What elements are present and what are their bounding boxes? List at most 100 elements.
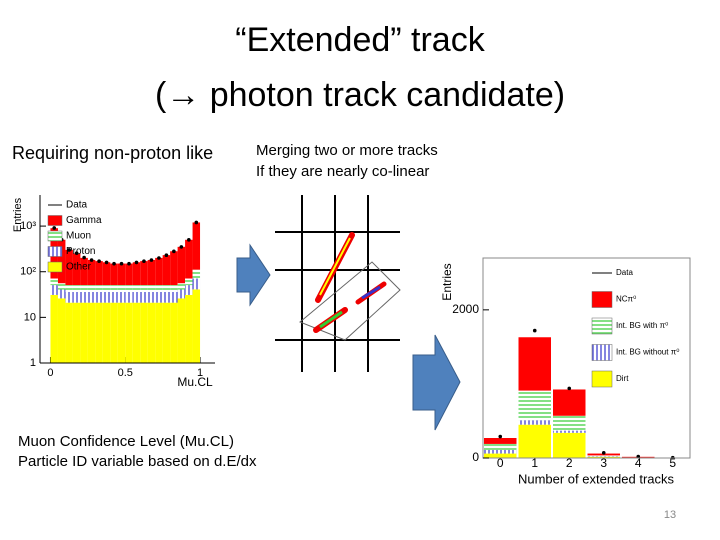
data-point xyxy=(157,256,161,260)
data-point xyxy=(112,261,116,266)
data-point xyxy=(104,260,109,265)
bar-segment xyxy=(553,432,586,458)
plot-frame xyxy=(482,257,691,459)
bar-segment xyxy=(117,291,126,303)
arrow xyxy=(412,334,461,431)
caption: Muon Confidence Level (Mu.CL) xyxy=(18,433,234,450)
legend-symbol xyxy=(47,215,63,226)
legend-label: Data xyxy=(66,200,88,211)
bar-segment xyxy=(155,257,163,286)
bar-segment xyxy=(155,285,163,292)
y-axis-label: Entries xyxy=(440,263,454,300)
page-number: 13 xyxy=(664,509,676,521)
bar-segment xyxy=(155,291,163,303)
data-point xyxy=(194,220,199,225)
bar-segment xyxy=(162,255,171,286)
bar-segment xyxy=(553,415,586,431)
bar-segment xyxy=(95,302,103,363)
bar-segment xyxy=(72,302,81,363)
x-tick-label: 3 xyxy=(600,456,607,470)
bar-segment xyxy=(192,222,201,270)
bar-segment xyxy=(95,291,103,303)
x-tick-label: 0 xyxy=(47,367,53,379)
caption: Requiring non-proton like xyxy=(12,143,213,163)
bar-segment xyxy=(102,285,111,292)
bar-segment xyxy=(102,302,111,363)
legend-symbol xyxy=(47,230,63,242)
caption: Particle ID variable based on d.E/dx xyxy=(18,453,257,470)
bar-segment xyxy=(132,291,141,303)
bar-segment xyxy=(57,239,66,284)
bar-segment xyxy=(147,259,156,286)
bar-segment xyxy=(587,455,620,457)
bar-segment xyxy=(117,302,126,363)
legend-symbol xyxy=(591,370,613,388)
bar-segment xyxy=(518,390,551,421)
caption: If they are nearly co-linear xyxy=(256,163,429,180)
y-tick-label: 10 xyxy=(24,311,36,323)
bar-segment xyxy=(87,302,96,363)
y-tick-label: 10² xyxy=(20,266,36,278)
bar-segment xyxy=(65,302,73,363)
data-point xyxy=(164,253,169,258)
legend-label: Muon xyxy=(66,231,91,242)
bar-segment xyxy=(72,253,81,286)
legend-label: Int. BG without π⁰ xyxy=(616,348,679,357)
legend-symbol xyxy=(591,344,613,361)
bar-segment xyxy=(95,261,103,286)
bar-segment xyxy=(125,291,133,303)
bar-segment xyxy=(192,278,201,290)
bar-segment xyxy=(177,246,186,284)
bar-segment xyxy=(185,294,193,363)
bar-segment xyxy=(170,291,178,303)
bar-segment xyxy=(177,283,186,290)
data-point xyxy=(74,251,79,255)
bar-segment xyxy=(185,239,193,279)
x-tick-label: 2 xyxy=(566,456,573,470)
bar-segment xyxy=(50,278,58,286)
y-tick-label: 1 xyxy=(30,357,36,369)
bar-segment xyxy=(185,285,193,295)
bar-segment xyxy=(102,291,111,303)
bar-segment xyxy=(117,263,126,286)
bar-segment xyxy=(125,302,133,363)
bar-segment xyxy=(518,424,551,458)
legend-label: Dirt xyxy=(616,374,629,383)
y-axis-label: Entries xyxy=(12,197,24,232)
bar-segment xyxy=(147,291,156,303)
data-point xyxy=(82,255,86,260)
data-point xyxy=(67,248,71,252)
data-point xyxy=(149,258,154,262)
bar-segment xyxy=(87,285,96,292)
bar-segment xyxy=(162,291,171,303)
bar-segment xyxy=(484,449,517,454)
title: (→ photon track candidate) xyxy=(155,76,565,114)
bar-segment xyxy=(170,302,178,363)
legend-label: NCπ⁰ xyxy=(616,295,636,304)
bar-segment xyxy=(140,261,148,286)
data-point xyxy=(134,260,139,265)
bar-segment xyxy=(140,285,148,292)
data-point xyxy=(567,386,572,391)
bar-segment xyxy=(170,251,178,286)
bar-segment xyxy=(162,285,171,292)
legend-symbol xyxy=(47,246,63,257)
bar-segment xyxy=(192,269,201,279)
bar-segment xyxy=(50,294,58,363)
bar-segment xyxy=(132,285,141,292)
bar-segment xyxy=(80,257,88,286)
bar-segment xyxy=(80,302,88,363)
bar-segment xyxy=(110,263,118,286)
bar-segment xyxy=(587,456,620,458)
bar-segment xyxy=(484,453,517,458)
bar-segment xyxy=(192,289,201,363)
data-point xyxy=(52,226,57,230)
bar-segment xyxy=(132,302,141,363)
arrow xyxy=(236,243,271,307)
legend-symbol xyxy=(591,291,613,308)
title: “Extended” track xyxy=(235,21,485,59)
bar-segment xyxy=(140,291,148,303)
bar-segment xyxy=(177,298,186,363)
bar-segment xyxy=(155,302,163,363)
x-tick-label: 4 xyxy=(635,456,642,470)
